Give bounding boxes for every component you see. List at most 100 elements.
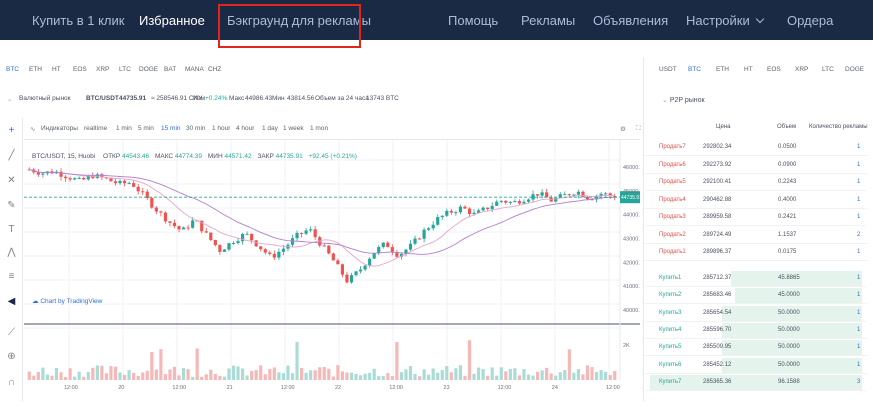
arrow-left-icon[interactable]: ◀: [7, 296, 16, 307]
coin-tab-doge[interactable]: DOGE: [139, 66, 159, 73]
coin-tab-btc[interactable]: BTC: [6, 66, 19, 73]
brush-icon[interactable]: ✎: [7, 200, 16, 211]
row-volume: 0.0900: [778, 161, 797, 168]
tf-1hour[interactable]: 1 hour: [212, 125, 231, 132]
fork-icon[interactable]: ≡: [8, 271, 15, 282]
volume-bar: [309, 370, 313, 380]
coin-tab-ht[interactable]: HT: [52, 66, 61, 73]
ask-row[interactable]: Продать6 292273.92 0.0900 1: [645, 157, 867, 174]
coin-tab-xrp[interactable]: XRP: [96, 66, 110, 73]
ask-row[interactable]: Продать2 289724.49 1.1537 2: [645, 227, 867, 244]
tf-1day[interactable]: 1 day: [262, 125, 278, 132]
ask-row[interactable]: Продать3 289959.58 0.2421 1: [645, 209, 867, 226]
chart-legend: BTC/USDT, 15, Huobi ОТКР 44543.46 МАКС 4…: [32, 153, 357, 160]
candle-body: [490, 205, 494, 210]
ob-tab-ltc[interactable]: LTC: [822, 66, 834, 73]
candle-body: [177, 226, 181, 230]
fib-tool-icon[interactable]: ✕: [7, 175, 16, 186]
pattern-icon[interactable]: ⋀: [7, 247, 16, 258]
bid-row[interactable]: Купить7 285365.36 96.1588 3: [645, 374, 867, 391]
tf-15min[interactable]: 15 min: [161, 125, 181, 132]
p2p-title[interactable]: ⌄ P2P рынок: [662, 96, 705, 104]
ask-row[interactable]: Продать1 289896.37 0.0175 1: [645, 244, 867, 261]
nav-ads[interactable]: Рекламы: [521, 13, 576, 28]
price-tick-label: 43000.00: [623, 237, 640, 243]
indicators-icon[interactable]: ∿: [30, 126, 36, 133]
tf-1min[interactable]: 1 min: [116, 125, 132, 132]
tf-1week[interactable]: 1 week: [283, 125, 304, 132]
candle-body: [159, 211, 163, 213]
nav-settings[interactable]: Настройки: [686, 0, 764, 40]
tf-1mon[interactable]: 1 mon: [310, 125, 329, 132]
magnet-icon[interactable]: ∩: [7, 377, 16, 388]
chevron-down-icon: [755, 14, 764, 24]
row-volume: 45.8865: [778, 275, 800, 281]
crosshair-icon[interactable]: +: [8, 125, 15, 136]
candle-body: [417, 238, 422, 240]
text-tool-icon[interactable]: T: [8, 224, 15, 235]
bid-row[interactable]: Купить3 285654.54 50.0000 1: [645, 305, 867, 322]
bid-row[interactable]: Купить2 285683.46 45.0000 1: [645, 287, 867, 305]
coin-tab-eth[interactable]: ETH: [29, 66, 42, 73]
bid-row[interactable]: Купить4 285596.70 50.0000 1: [645, 322, 867, 339]
ask-row[interactable]: Продать4 290462.88 0.4000 1: [645, 192, 867, 209]
ob-tab-eos[interactable]: EOS: [767, 66, 781, 73]
candle-body: [558, 194, 562, 198]
ask-row[interactable]: Продать7 292802.34 0.0500 1: [645, 139, 867, 156]
nav-help[interactable]: Помощь: [448, 13, 499, 28]
volume-bar: [213, 373, 217, 380]
ask-row[interactable]: Продать5 292100.41 0.2243 1: [645, 174, 867, 191]
coin-tab-ltc[interactable]: LTC: [119, 66, 131, 73]
tf-realtime[interactable]: realtime: [84, 125, 108, 132]
bid-row[interactable]: Купить1 285712.37 45.8865 1: [645, 270, 867, 287]
volume-bar: [290, 373, 295, 380]
ob-tab-usdt[interactable]: USDT: [659, 66, 677, 73]
candle-body: [563, 194, 567, 196]
row-side: Продать7: [659, 144, 686, 150]
row-count: 1: [857, 275, 861, 281]
tradingview-logo[interactable]: ☁ Chart by TradingView: [32, 297, 102, 305]
candle-body: [122, 180, 127, 184]
ruler-icon[interactable]: ⟋: [8, 327, 15, 338]
ob-tab-eth[interactable]: ETH: [716, 66, 729, 73]
coin-tab-mana[interactable]: MANA: [185, 66, 204, 73]
zoom-icon[interactable]: ⊕: [7, 351, 16, 362]
volume-bar: [272, 367, 276, 380]
nav-favorites[interactable]: Избранное: [139, 13, 205, 28]
nav-orders[interactable]: Ордера: [787, 13, 834, 28]
time-tick-label: 20: [118, 385, 124, 391]
volume-bar: [558, 372, 562, 380]
tf-4hour[interactable]: 4 hour: [236, 125, 255, 132]
volume-bar: [277, 372, 281, 380]
ob-tab-xrp[interactable]: XRP: [795, 66, 809, 73]
coin-tab-eos[interactable]: EOS: [73, 66, 87, 73]
volume-bar: [168, 369, 172, 380]
candle-body: [590, 199, 594, 201]
coin-tab-chz[interactable]: CHZ: [208, 66, 222, 73]
settings-icon[interactable]: ⚙: [620, 126, 626, 133]
ob-tab-ht[interactable]: HT: [744, 66, 753, 73]
candle-body: [395, 251, 399, 257]
volume-bar: [545, 367, 549, 380]
bid-row[interactable]: Купить6 285452.12 50.0000 1: [645, 357, 867, 374]
nav-announcements[interactable]: Объявления: [593, 13, 669, 28]
indicators-button[interactable]: Индикаторы: [41, 125, 78, 132]
candle-body: [272, 253, 276, 258]
price-chart[interactable]: 46000.0045000.0044735.9144000.0043000.00…: [24, 140, 646, 401]
fullscreen-icon[interactable]: ⛶: [636, 125, 641, 132]
ob-tab-btc[interactable]: BTC: [688, 66, 701, 73]
volume-bar: [449, 372, 453, 380]
nav-ad-background[interactable]: Бэкграунд для рекламы: [227, 13, 371, 28]
candlestick-chart[interactable]: 46000.0045000.0044735.9144000.0043000.00…: [24, 140, 646, 401]
volume-bar: [458, 365, 463, 380]
ob-tab-doge[interactable]: DOGE: [845, 66, 865, 73]
candle-body: [608, 193, 612, 197]
candle-body: [386, 242, 390, 248]
tf-5min[interactable]: 5 min: [138, 125, 154, 132]
bid-row[interactable]: Купить5 285509.95 50.0000 1: [645, 339, 867, 357]
coin-tab-bat[interactable]: BAT: [164, 66, 177, 73]
tf-30min[interactable]: 30 min: [186, 125, 206, 132]
nav-buy-one-click[interactable]: Купить в 1 клик: [32, 13, 125, 28]
chevron-down-icon[interactable]: ⌄: [7, 96, 13, 103]
trend-line-icon[interactable]: ╱: [8, 150, 15, 161]
